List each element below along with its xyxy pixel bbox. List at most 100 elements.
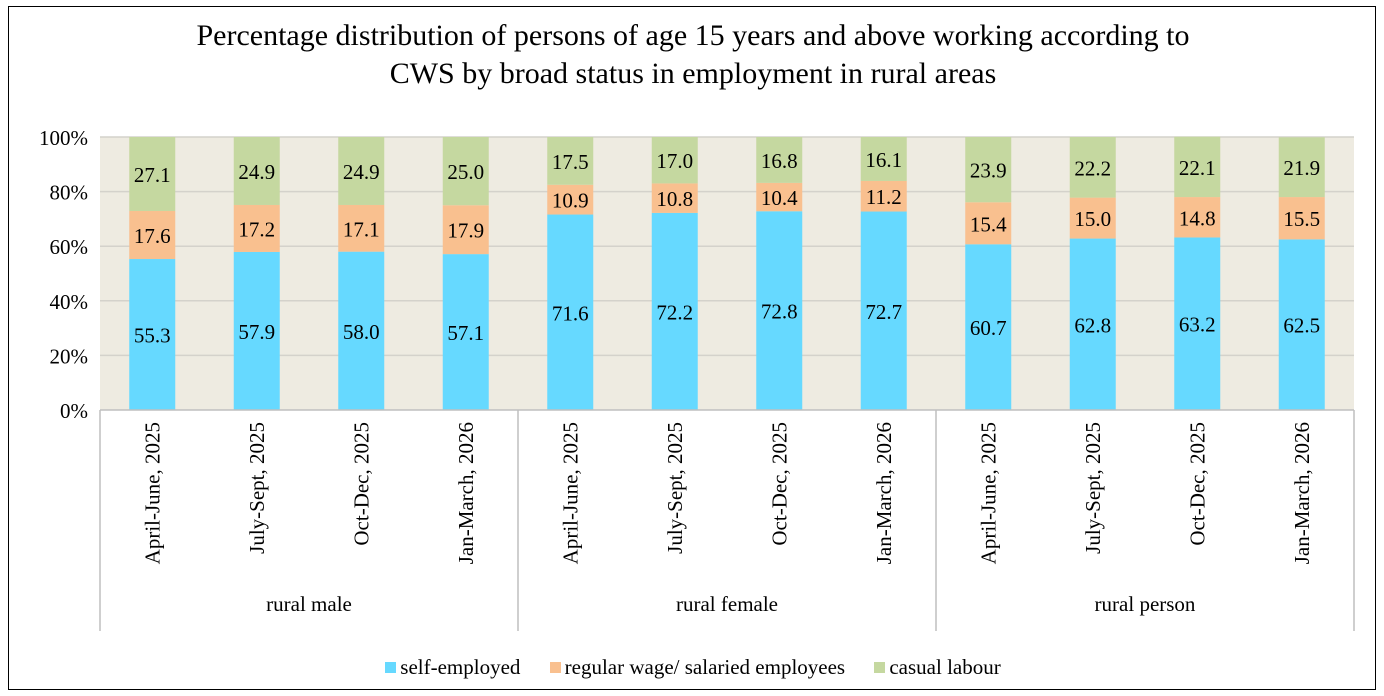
data-label-regular-wage: 15.5 [1283,207,1320,231]
bar-casual-labour [1069,137,1116,198]
bar-self-employed [756,211,803,410]
data-label-self-employed: 62.5 [1283,314,1320,338]
bar-regular-wage [860,180,907,212]
bar-regular-wage [547,184,594,215]
data-label-casual-labour: 21.9 [1283,156,1320,180]
bar-self-employed [129,259,176,410]
group-label: rural male [266,592,352,616]
y-tick-label: 20% [50,344,89,368]
data-label-self-employed: 60.7 [970,316,1007,340]
legend-item-self-employed: self-employed [385,655,520,680]
bar-casual-labour [442,137,489,206]
x-tick-label: Jan-March, 2026 [1290,422,1314,564]
data-label-regular-wage: 17.6 [134,224,171,248]
data-label-self-employed: 57.9 [238,320,275,344]
bar-regular-wage [965,202,1012,245]
bar-self-employed [1069,238,1116,410]
x-tick-label: April-June, 2025 [140,422,164,564]
legend-swatch-self-employed [385,662,397,673]
data-label-regular-wage: 17.2 [238,217,275,241]
data-label-casual-labour: 24.9 [238,160,275,184]
bar-self-employed [1174,237,1221,410]
bar-regular-wage [1069,197,1116,239]
data-label-regular-wage: 17.1 [343,217,380,241]
data-label-self-employed: 55.3 [134,324,171,348]
data-label-regular-wage: 11.2 [866,185,902,209]
data-label-casual-labour: 22.1 [1179,156,1216,180]
x-tick-label: Jan-March, 2026 [872,422,896,564]
chart-frame: Percentage distribution of persons of ag… [8,6,1376,690]
data-label-self-employed: 58.0 [343,320,380,344]
x-tick-label: Jan-March, 2026 [454,422,478,564]
bar-self-employed [233,251,280,410]
y-tick-label: 60% [50,235,89,259]
bar-casual-labour [547,137,594,185]
bar-self-employed [547,214,594,410]
data-label-self-employed: 72.2 [656,300,693,324]
bar-casual-labour [965,137,1012,203]
bar-regular-wage [1174,197,1221,238]
data-label-casual-labour: 24.9 [343,160,380,184]
legend-label-self-employed: self-employed [400,655,521,679]
bar-regular-wage [651,183,698,213]
bar-casual-labour [756,137,803,183]
data-label-self-employed: 57.1 [447,321,484,345]
data-label-regular-wage: 15.0 [1074,207,1111,231]
data-label-casual-labour: 25.0 [447,160,484,184]
data-label-regular-wage: 10.8 [656,187,693,211]
data-label-casual-labour: 16.8 [761,149,798,173]
plot-area [100,137,1354,410]
data-label-regular-wage: 10.4 [761,186,798,210]
bar-casual-labour [1278,137,1325,198]
y-tick-label: 80% [50,181,89,205]
bar-regular-wage [1278,197,1325,240]
data-label-casual-labour: 17.0 [656,149,693,173]
data-label-self-employed: 71.6 [552,301,589,325]
x-tick-label: July-Sept, 2025 [1081,422,1105,554]
data-label-regular-wage: 15.4 [970,212,1007,236]
data-label-self-employed: 72.7 [865,300,902,324]
x-tick-label: April-June, 2025 [976,422,1000,564]
x-tick-label: April-June, 2025 [558,422,582,564]
bar-self-employed [338,251,385,410]
legend-item-regular-wage: regular wage/ salaried employees [549,655,845,680]
bar-self-employed [965,244,1012,410]
data-label-self-employed: 72.8 [761,300,798,324]
bar-self-employed [651,212,698,410]
data-label-self-employed: 62.8 [1074,313,1111,337]
bar-regular-wage [442,205,489,255]
y-tick-label: 100% [39,126,88,150]
y-tick-label: 0% [60,399,88,423]
chart-title: Percentage distribution of persons of ag… [9,17,1377,93]
bar-regular-wage [338,204,385,252]
data-label-casual-labour: 27.1 [134,163,171,187]
x-tick-label: July-Sept, 2025 [663,422,687,554]
bar-casual-labour [651,137,698,184]
legend-label-casual-labour: casual labour [889,655,1001,679]
data-label-self-employed: 63.2 [1179,313,1216,337]
bar-casual-labour [860,137,907,181]
x-tick-label: Oct-Dec, 2025 [1185,422,1209,546]
bar-regular-wage [756,182,803,212]
data-label-regular-wage: 17.9 [447,219,484,243]
x-tick-label: Oct-Dec, 2025 [349,422,373,546]
legend-item-casual-labour: casual labour [874,655,1001,680]
group-label: rural female [676,592,778,616]
x-tick-label: Oct-Dec, 2025 [767,422,791,546]
bar-self-employed [860,211,907,410]
bar-casual-labour [129,137,176,211]
chart-legend: self-employed regular wage/ salaried emp… [9,655,1377,680]
bar-regular-wage [129,210,176,260]
bar-casual-labour [233,137,280,205]
chart-title-line-2: CWS by broad status in employment in rur… [389,57,997,90]
x-tick-label: July-Sept, 2025 [245,422,269,554]
chart-plot: 0% 20% 40% 60% 80% 100% 55.3 17.6 27.1 57.9 17.2 24… [39,126,1355,631]
data-label-casual-labour: 22.2 [1074,156,1111,180]
bar-self-employed [1278,239,1325,410]
bar-self-employed [442,254,489,410]
legend-swatch-casual-labour [874,662,886,673]
data-label-casual-labour: 17.5 [552,150,589,174]
data-label-casual-labour: 23.9 [970,159,1007,183]
legend-swatch-regular-wage [549,662,561,673]
bar-regular-wage [233,204,280,252]
